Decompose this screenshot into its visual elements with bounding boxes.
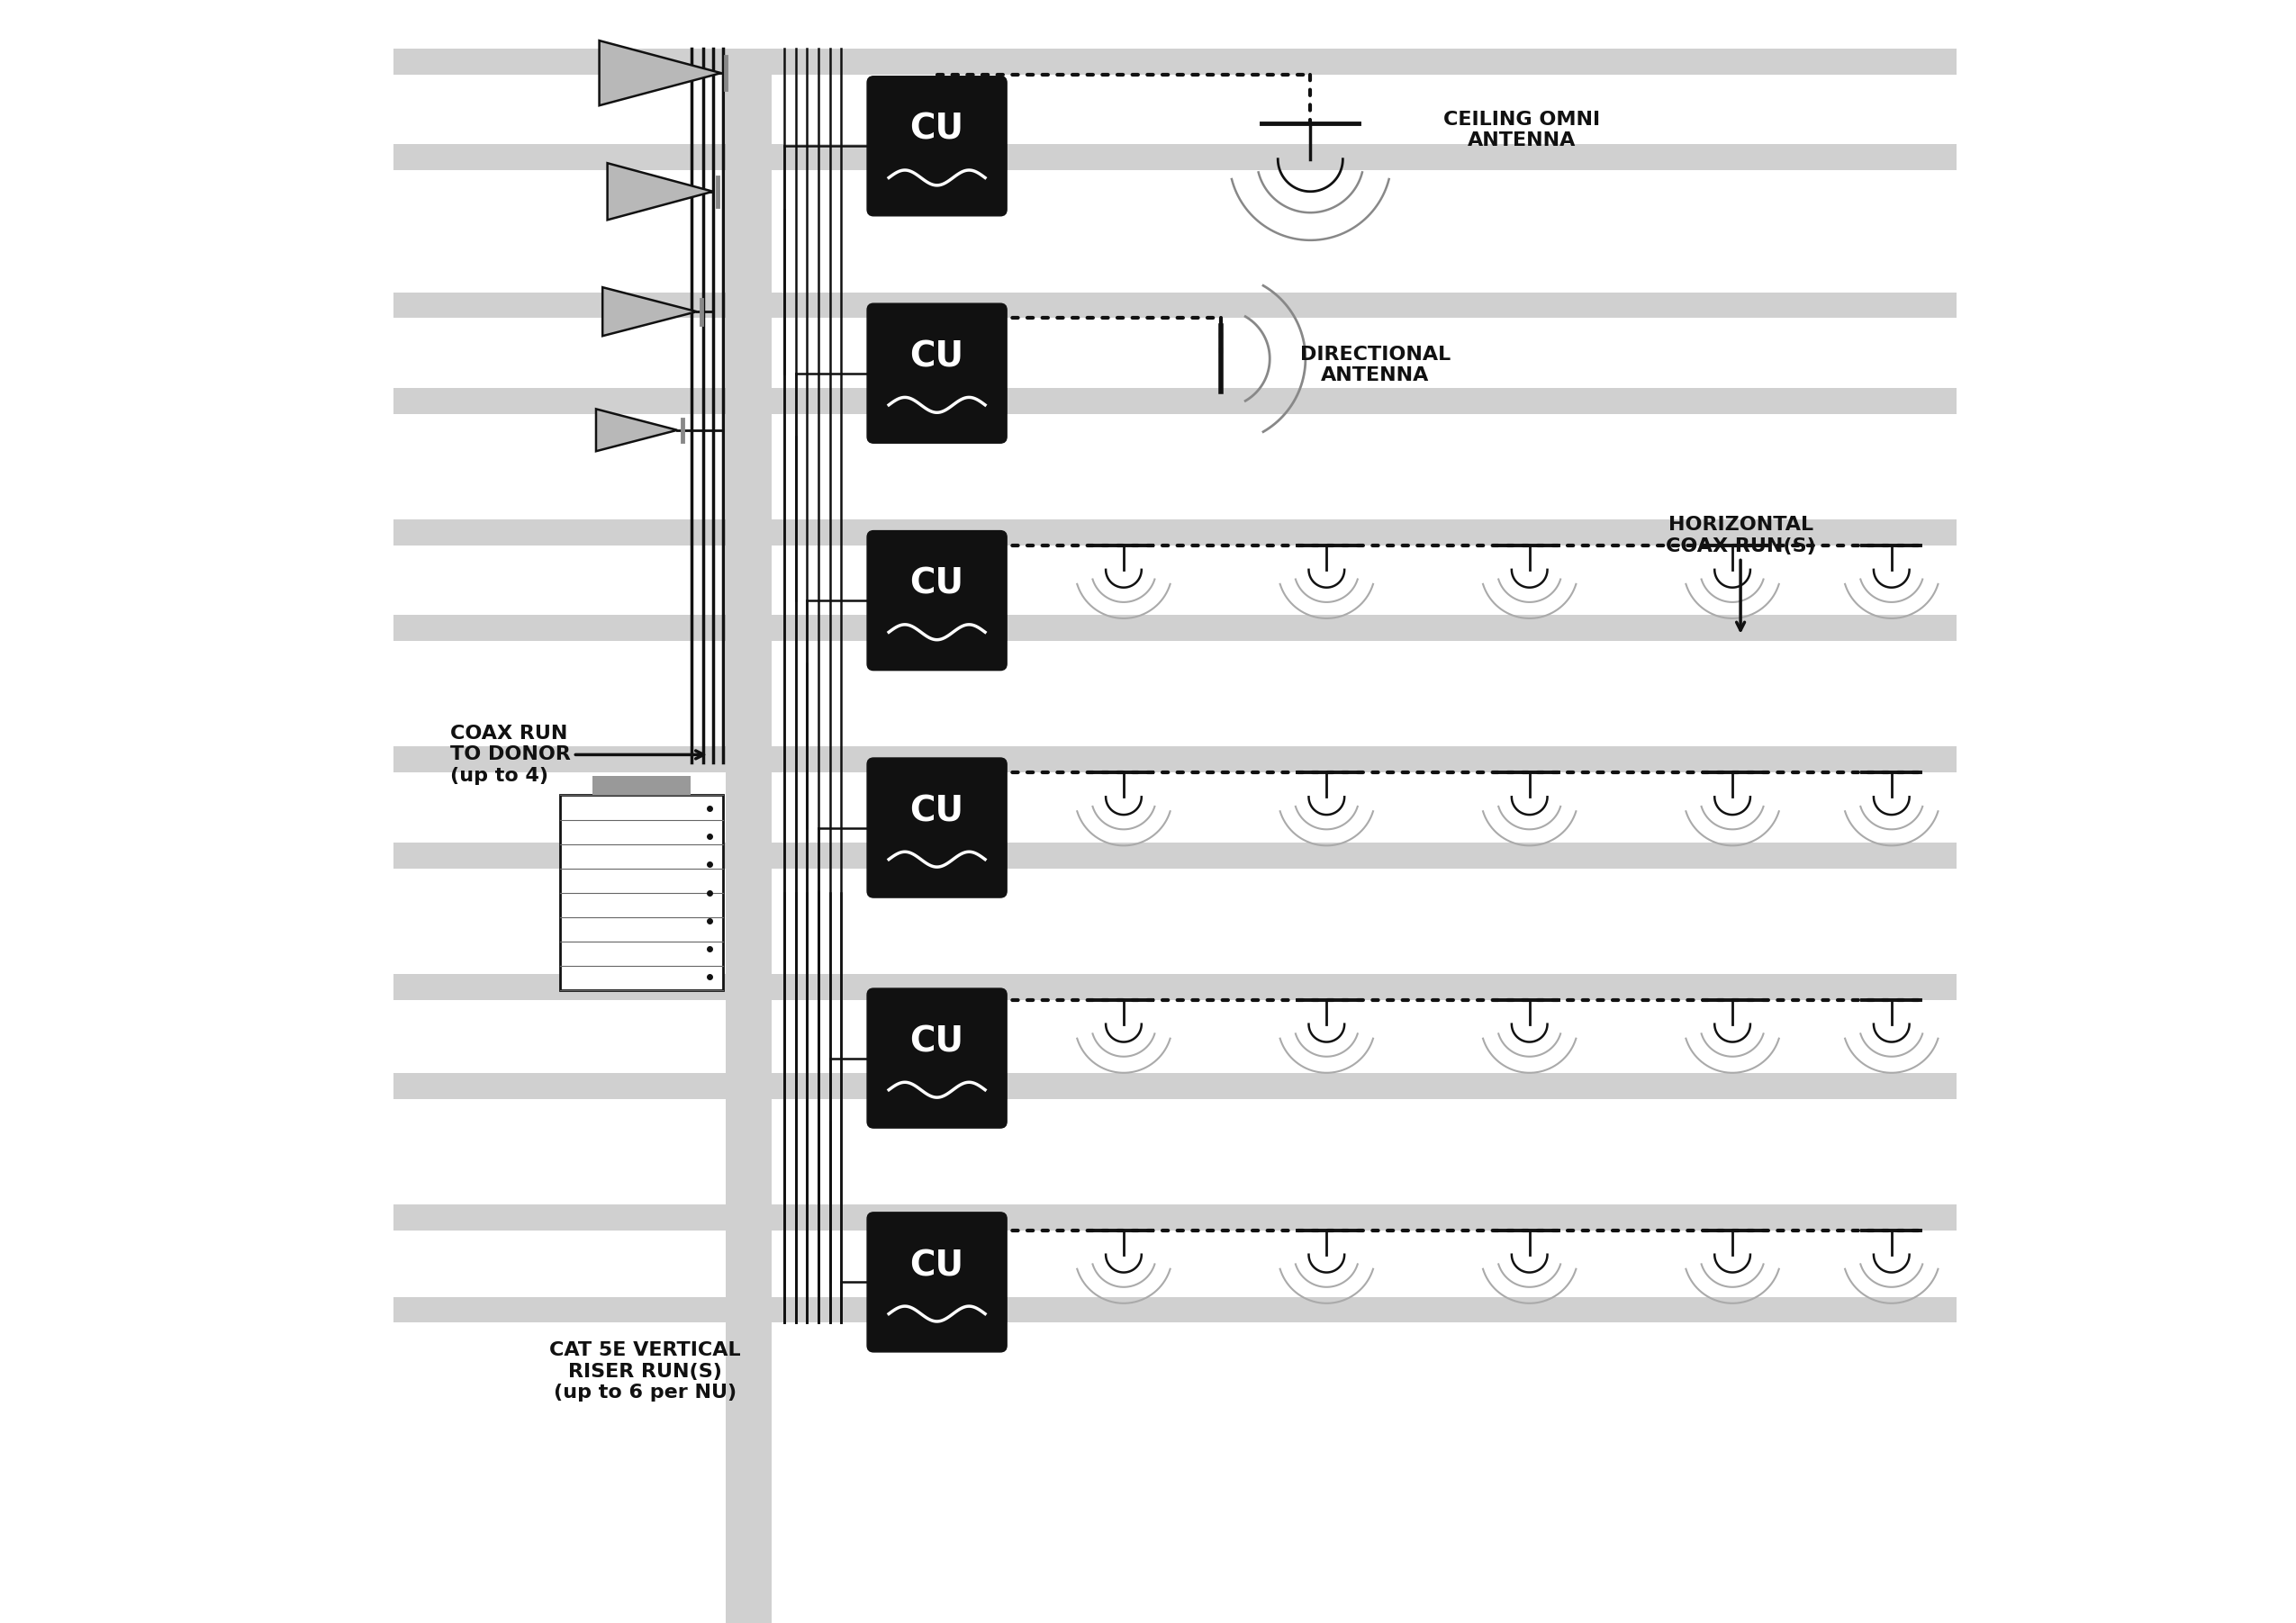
FancyBboxPatch shape: [868, 76, 1006, 216]
Text: CU: CU: [909, 566, 964, 601]
FancyBboxPatch shape: [868, 758, 1006, 898]
Text: CU: CU: [909, 339, 964, 373]
FancyBboxPatch shape: [868, 988, 1006, 1128]
Text: CEILING OMNI
ANTENNA: CEILING OMNI ANTENNA: [1442, 110, 1600, 149]
Text: CU: CU: [909, 1024, 964, 1058]
Polygon shape: [599, 41, 721, 105]
Polygon shape: [602, 287, 696, 336]
Text: DIRECTIONAL
ANTENNA: DIRECTIONAL ANTENNA: [1300, 346, 1451, 385]
Text: CU: CU: [909, 112, 964, 146]
Polygon shape: [608, 164, 714, 219]
Text: CU: CU: [909, 794, 964, 828]
Polygon shape: [597, 409, 677, 451]
Text: CU: CU: [909, 1248, 964, 1282]
Bar: [560, 795, 723, 990]
Text: CAT 5E VERTICAL
RISER RUN(S)
(up to 6 per NU): CAT 5E VERTICAL RISER RUN(S) (up to 6 pe…: [549, 1342, 742, 1401]
Text: COAX RUN
TO DONOR
(up to 4): COAX RUN TO DONOR (up to 4): [450, 725, 703, 784]
FancyBboxPatch shape: [868, 304, 1006, 443]
FancyBboxPatch shape: [868, 531, 1006, 670]
FancyBboxPatch shape: [868, 1212, 1006, 1352]
Text: HORIZONTAL
COAX RUN(S): HORIZONTAL COAX RUN(S): [1665, 516, 1816, 630]
